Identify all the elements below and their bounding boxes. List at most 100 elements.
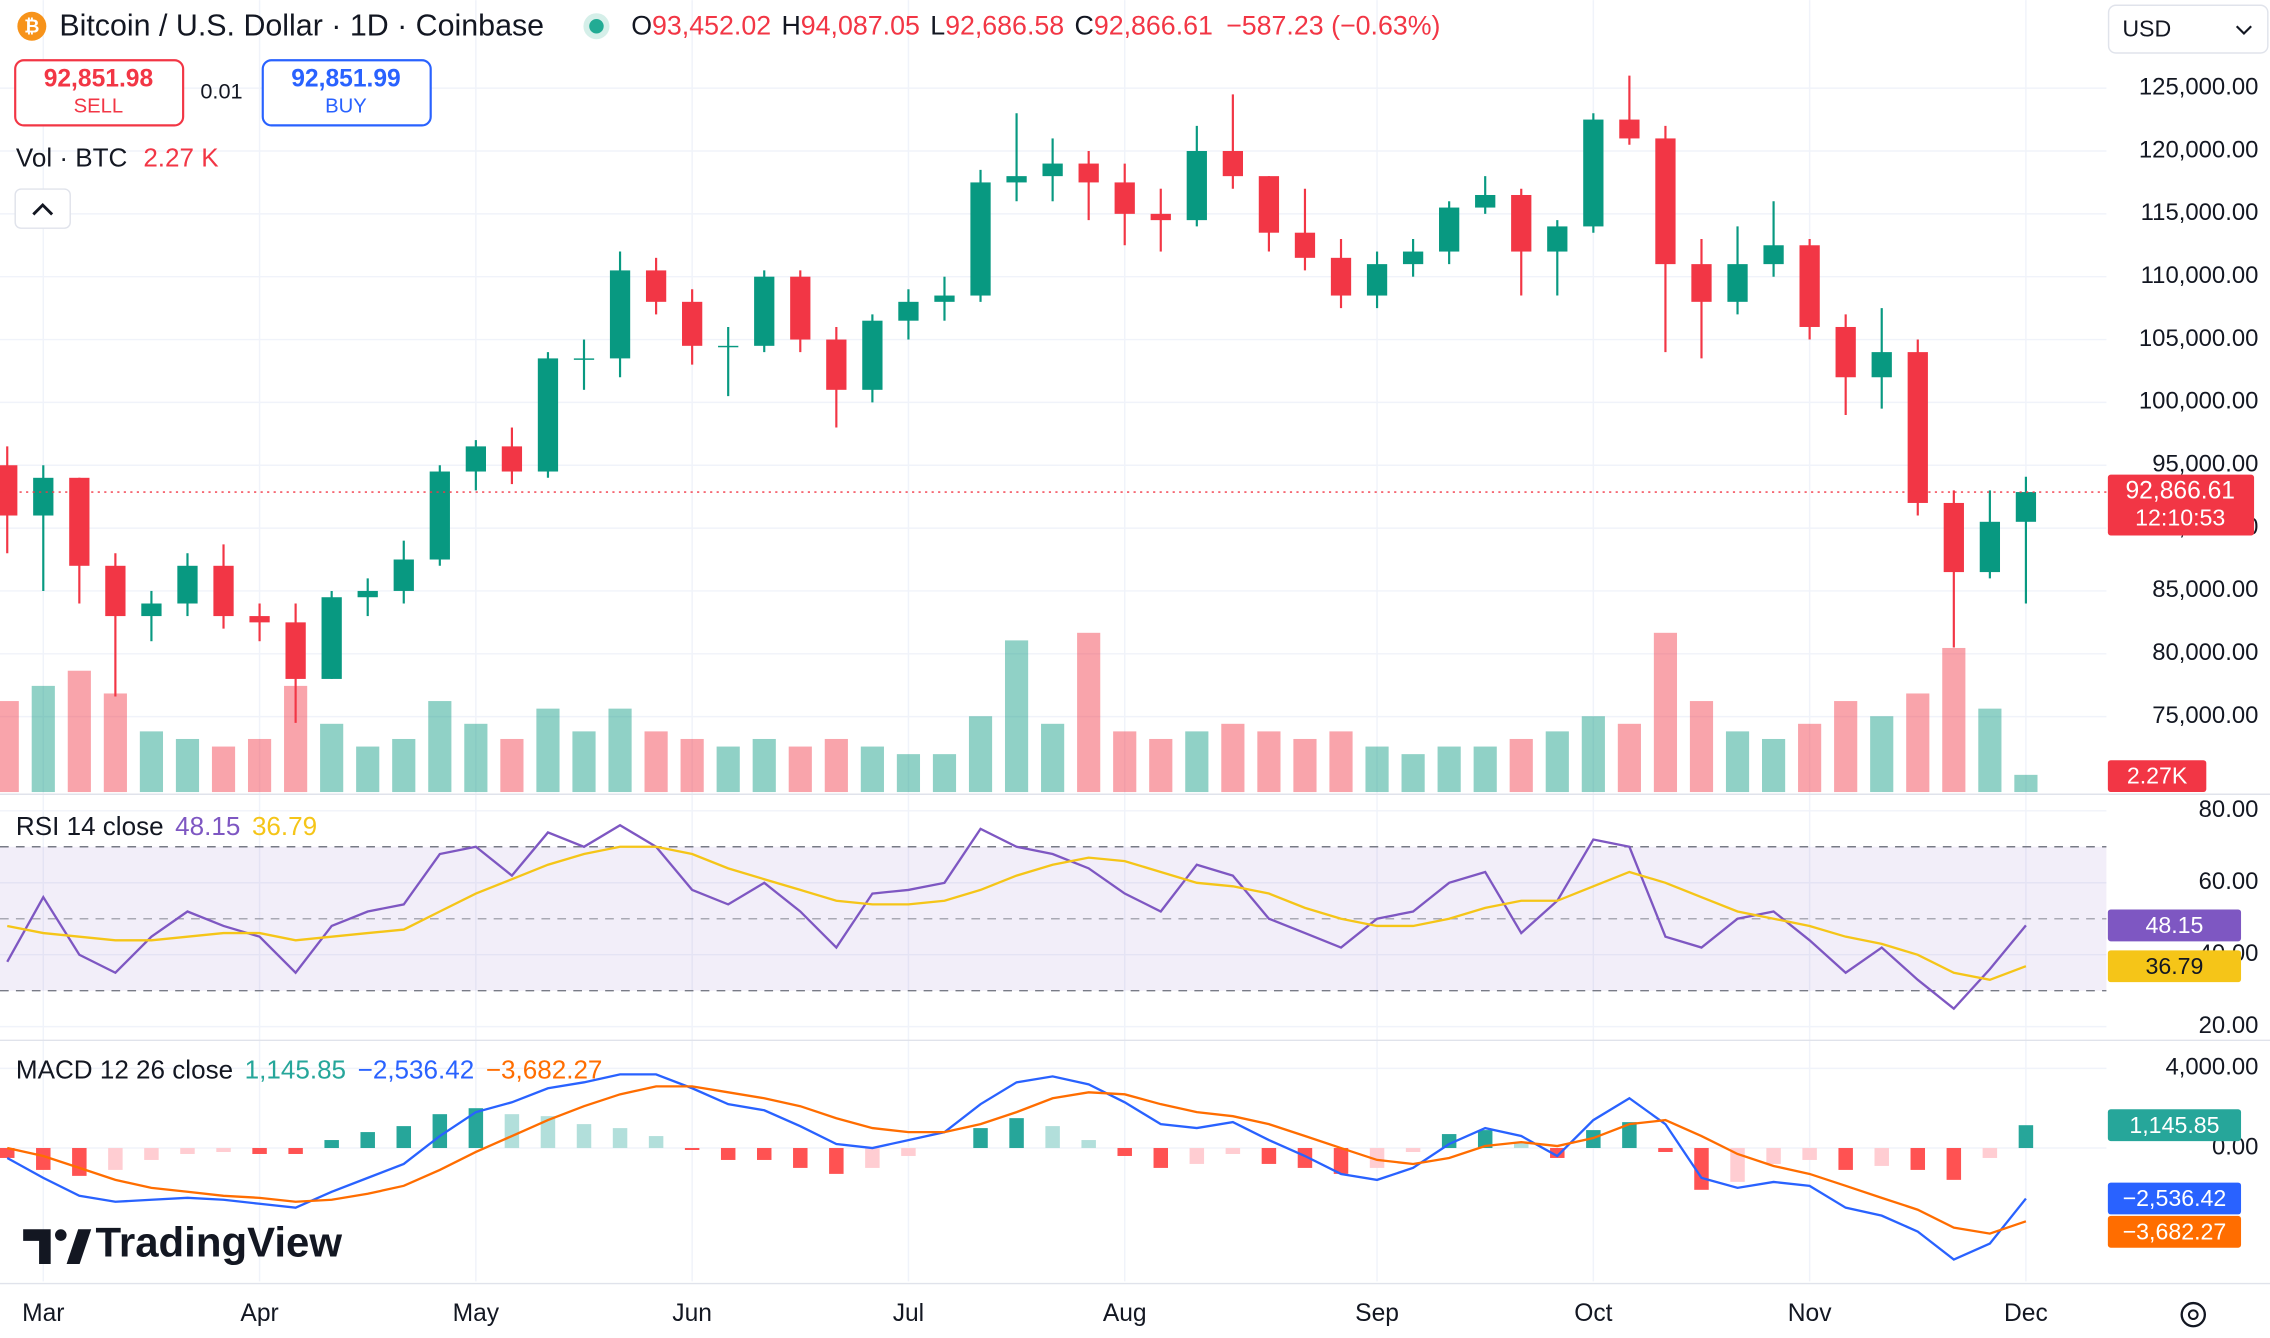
candle-body <box>1078 163 1099 183</box>
candle-body <box>1439 207 1460 252</box>
volume-bar <box>896 754 921 793</box>
candle-body <box>1547 226 1568 252</box>
histogram-bar <box>1297 1148 1313 1168</box>
histogram-bar <box>1009 1118 1024 1149</box>
volume-bar <box>211 746 236 793</box>
volume-bar <box>67 670 91 793</box>
y-tick-label: 125,000.00 <box>2139 73 2259 100</box>
candle-body <box>754 276 775 346</box>
candle-body <box>1114 182 1135 214</box>
volume-bar <box>1293 738 1317 793</box>
x-tick-label: Mar <box>22 1300 64 1327</box>
buy-label: BUY <box>325 96 367 118</box>
indicator-line <box>7 845 2027 982</box>
histogram-bar <box>432 1114 448 1149</box>
histogram-bar <box>1730 1148 1745 1182</box>
volume-bar <box>1545 731 1569 793</box>
volume-bar <box>1185 731 1209 793</box>
candle-body <box>826 339 847 390</box>
candle-body <box>1294 232 1316 258</box>
value-tag-bg <box>2107 950 2242 983</box>
candle-body <box>790 276 811 340</box>
legend-value: −3,682.27 <box>486 1054 603 1084</box>
x-tick-label: Oct <box>1574 1300 1612 1327</box>
histogram-bar <box>1550 1148 1565 1158</box>
ohlc-key: L <box>930 11 945 41</box>
volume-bar <box>0 701 19 793</box>
histogram-bar <box>1045 1126 1060 1149</box>
volume-bar <box>1653 632 1678 793</box>
candle-body <box>1943 502 1964 573</box>
volume-bar <box>1978 708 2002 793</box>
volume-bar <box>1870 716 1894 793</box>
logo-mark <box>23 1229 51 1265</box>
histogram-bar <box>1117 1148 1132 1156</box>
x-tick-label: Dec <box>2004 1300 2048 1327</box>
candle-body <box>970 182 991 296</box>
candle-body <box>501 446 523 472</box>
histogram-bar <box>36 1148 51 1170</box>
value-tag: −3,682.27 <box>2123 1218 2227 1244</box>
volume-bar <box>1906 693 1930 793</box>
value-tag-bg <box>2107 1215 2242 1248</box>
symbol-title[interactable]: Bitcoin / U.S. Dollar · 1D · Coinbase <box>59 9 544 43</box>
histogram-bar <box>180 1148 195 1154</box>
volume-bar <box>1401 754 1425 793</box>
histogram-bar <box>684 1148 700 1150</box>
candle-body <box>1366 264 1388 296</box>
candle-body <box>1042 163 1063 177</box>
candle-body <box>934 295 955 302</box>
candle-body <box>177 565 198 604</box>
candle-body <box>1835 326 1856 378</box>
histogram-bar <box>288 1148 303 1154</box>
candle-body <box>1871 352 1892 378</box>
candle-body <box>898 301 919 321</box>
volume-bar <box>1257 731 1281 793</box>
volume-bar <box>1509 738 1533 793</box>
volume-bar <box>1762 738 1786 793</box>
candle-body <box>0 465 18 516</box>
sell-label: SELL <box>74 96 124 118</box>
volume-bar <box>103 693 127 793</box>
sell-button[interactable] <box>14 59 185 127</box>
volume-bar <box>752 738 776 793</box>
candle-body <box>1979 521 2001 573</box>
volume-tag: 2.27K <box>2127 763 2188 789</box>
histogram-bar <box>1514 1142 1529 1149</box>
logo-mark <box>66 1229 92 1265</box>
volume-bar <box>1689 701 1714 793</box>
value-tag-bg <box>2107 1109 2242 1142</box>
volume-bar <box>2014 774 2038 793</box>
histogram-bar <box>252 1148 267 1154</box>
histogram-bar <box>1189 1148 1205 1164</box>
sell-price: 92,851.98 <box>44 65 153 92</box>
buy-button[interactable] <box>261 59 432 127</box>
volume-value: 2.27 K <box>143 142 219 172</box>
price-tag: 92,866.61 <box>2126 478 2235 505</box>
ohlc-key: C <box>1074 11 1093 41</box>
volume-bar <box>608 708 632 793</box>
volume-bar <box>247 738 272 793</box>
histogram-bar <box>720 1148 736 1160</box>
collapse-button[interactable] <box>14 188 71 229</box>
candle-body <box>1727 264 1748 302</box>
indicator-title: MACD 12 26 close <box>16 1054 233 1084</box>
settings-icon[interactable] <box>2180 1301 2207 1328</box>
candle-body <box>1006 176 1027 183</box>
candle-body <box>1691 264 1712 302</box>
settings-icon <box>2187 1309 2199 1321</box>
currency-select[interactable] <box>2107 4 2269 54</box>
candle-body <box>1907 352 1928 503</box>
y-tick-label: 80.00 <box>2199 796 2259 823</box>
indicator-title: RSI 14 close <box>16 811 164 841</box>
volume-bar <box>1798 723 1822 793</box>
volume-bar <box>356 746 380 793</box>
histogram-bar <box>360 1132 375 1149</box>
volume-bar <box>1725 731 1750 793</box>
histogram-bar <box>1081 1140 1096 1149</box>
histogram-bar <box>72 1148 87 1176</box>
y-tick-label: 75,000.00 <box>2152 702 2258 729</box>
indicator-line <box>6 823 2027 1011</box>
volume-bar <box>536 708 560 793</box>
